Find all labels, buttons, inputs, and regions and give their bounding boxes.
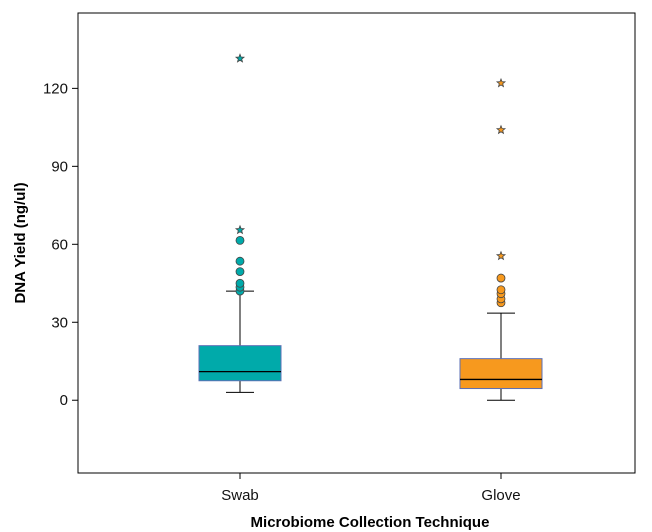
extreme-outlier-point: [495, 77, 507, 88]
y-tick-label: 60: [51, 236, 68, 253]
box-swab: [198, 53, 282, 393]
y-axis-title: DNA Yield (ng/ul): [12, 182, 29, 303]
iqr-box: [198, 345, 282, 382]
outlier-point: [496, 273, 506, 283]
y-tick-label: 120: [43, 80, 68, 97]
outlier-point: [496, 285, 506, 295]
box-series: [198, 53, 543, 401]
iqr-box: [459, 358, 543, 390]
extreme-outlier-point: [495, 124, 507, 135]
plot-area-frame: [77, 12, 636, 474]
extreme-outlier-point: [495, 250, 507, 261]
y-axis: 0 30 60 90 120: [43, 80, 78, 409]
extreme-outlier-point: [234, 53, 246, 63]
x-axis: Swab Glove: [221, 473, 521, 504]
box-glove: [459, 77, 543, 401]
x-tick-label: Swab: [221, 487, 259, 504]
extreme-outlier-point: [234, 224, 246, 235]
outlier-point: [235, 278, 245, 288]
y-tick-label: 90: [51, 158, 68, 175]
y-tick-label: 30: [51, 314, 68, 331]
outlier-point: [235, 236, 245, 245]
outlier-point: [235, 256, 245, 266]
x-tick-label: Glove: [481, 487, 520, 504]
outlier-point: [235, 267, 245, 276]
y-tick-label: 0: [60, 392, 68, 409]
x-axis-title: Microbiome Collection Technique: [251, 514, 490, 531]
